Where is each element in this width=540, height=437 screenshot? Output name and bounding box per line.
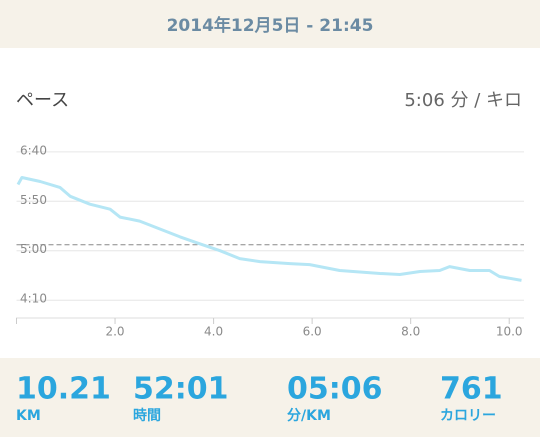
chart-title: ペース [16,90,69,111]
stat-unit: カロリー [440,408,496,424]
stat-value: 10.21 [16,372,111,407]
stats-band [0,358,540,437]
stat-unit: KM [16,408,41,424]
x-tick-label: 6.0 [303,325,322,339]
pace-line [16,176,522,282]
y-tick-label: 5:00 [20,242,47,256]
date: 2014年12月5日 - 21:45 [167,15,374,36]
pace-average: 5:06 分 / キロ [404,90,522,111]
x-tick-label: 10.0 [496,325,523,339]
y-tick-label: 6:40 [20,143,47,157]
stat-unit: 時間 [133,407,161,424]
stat-value: 761 [440,372,503,407]
x-tick-label: 8.0 [401,325,420,339]
stat-value: 05:06 [287,372,383,407]
y-tick-label: 5:50 [20,193,47,207]
x-tick-label: 4.0 [204,325,223,339]
x-tick-label: 2.0 [105,325,124,339]
y-tick-label: 4:10 [20,292,47,306]
stat-unit: 分/KM [287,408,331,424]
header-band [0,0,540,48]
stat-value: 52:01 [133,372,229,407]
